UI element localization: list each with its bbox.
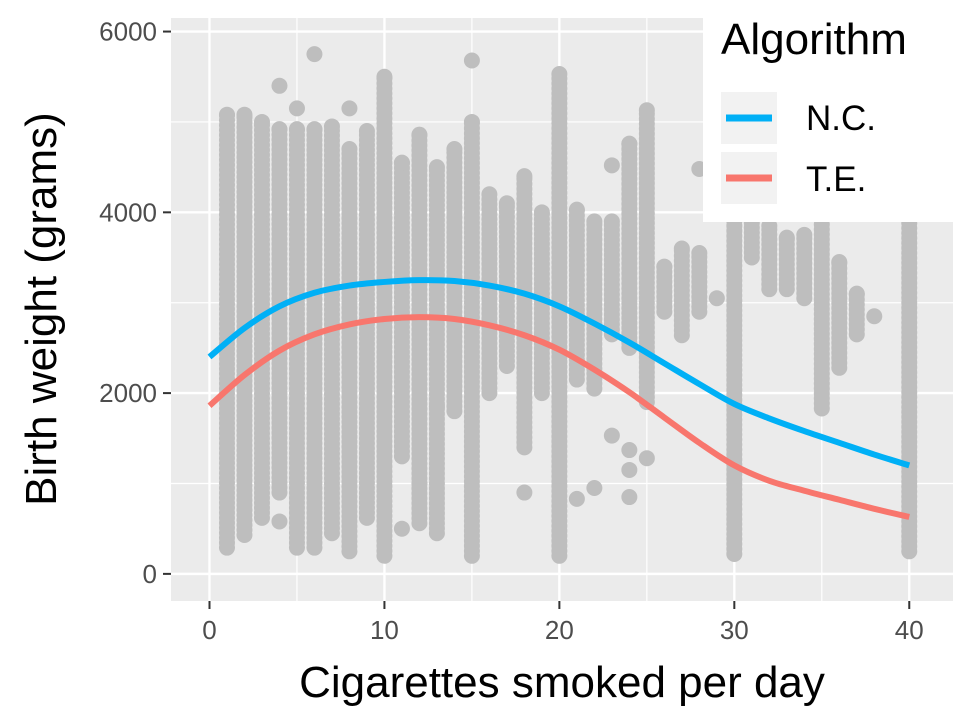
legend-label-te: T.E. [806,160,866,199]
data-point [778,229,795,246]
x-axis-title: Cigarettes smoked per day [299,658,825,707]
series-line-te [207,314,910,520]
data-point [603,427,620,444]
x-tick-label: 10 [370,615,399,645]
x-tick-label: 40 [895,615,924,645]
data-point [411,475,428,492]
data-point [411,126,428,143]
data-point [323,118,340,135]
data-point [848,285,865,302]
data-point [656,258,673,275]
data-point [533,204,550,221]
y-tick-label: 2000 [99,378,157,408]
data-point [271,77,288,94]
data-point [306,121,323,138]
legend-title: Algorithm [721,15,907,64]
legend-label-nc: N.C. [806,99,876,138]
data-point [621,442,638,459]
data-point [691,245,708,262]
data-point [638,102,655,119]
data-point [463,113,480,130]
data-point [516,168,533,185]
x-tick-label: 20 [545,615,574,645]
data-point [481,186,498,203]
data-point [288,100,305,117]
data-point [498,195,515,212]
data-point [271,513,288,530]
scatter-points [218,46,918,564]
data-point [568,490,585,507]
data-point [218,106,235,123]
data-point [271,121,288,138]
data-point [586,480,603,497]
data-point [341,141,358,158]
axis-ticks: 0 10 20 30 40 0 2000 4000 6000 [99,17,924,645]
y-tick-label: 4000 [99,197,157,227]
data-point [551,66,568,83]
data-point [236,106,253,123]
fit-lines [207,277,911,520]
data-point [621,461,638,478]
y-axis-title: Birth weight (grams) [17,112,66,506]
data-point [446,141,463,158]
x-tick-label: 0 [202,615,216,645]
data-point [393,520,410,537]
data-point [586,213,603,230]
data-point [568,201,585,218]
legend: Algorithm N.C. T.E. [703,0,969,222]
data-point [376,68,393,85]
data-point [603,213,620,230]
y-tick-label: 0 [143,559,157,589]
data-point [603,157,620,174]
data-point [463,52,480,69]
data-point [831,254,848,271]
data-point [866,308,883,325]
data-point [673,240,690,257]
y-tick-label: 6000 [99,17,157,47]
data-point [621,489,638,506]
data-point [638,450,655,467]
data-point [796,226,813,243]
data-point [393,154,410,171]
data-point [306,46,323,63]
data-point [358,122,375,139]
data-point [708,290,725,307]
data-point [428,398,445,415]
data-point [428,159,445,176]
data-point [288,121,305,138]
data-point [341,100,358,117]
data-point [253,113,270,130]
x-tick-label: 30 [720,615,749,645]
data-point [621,135,638,152]
series-line-nc [207,277,911,469]
data-point [516,484,533,501]
